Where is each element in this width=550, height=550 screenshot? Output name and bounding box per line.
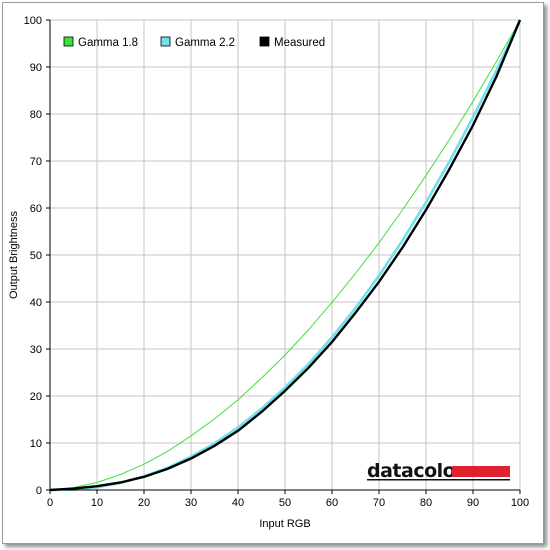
x-tick-label: 90 <box>467 497 479 509</box>
y-tick-label: 70 <box>30 156 42 168</box>
y-tick-label: 0 <box>36 485 42 497</box>
x-tick-label: 30 <box>185 497 197 509</box>
grid <box>50 19 521 490</box>
x-tick-labels: 0 10 20 30 40 50 60 70 80 90 100 <box>47 497 529 509</box>
legend-swatch <box>160 36 171 47</box>
y-tick-label: 80 <box>30 109 42 121</box>
series-line-gamma-1-8 <box>49 19 521 491</box>
y-axis-title: Output Brightness <box>8 210 20 299</box>
logo-text: datacolor <box>367 460 465 482</box>
x-tick-label: 40 <box>232 497 244 509</box>
legend-swatch <box>259 36 270 47</box>
y-tick-label: 50 <box>30 250 42 262</box>
legend-swatch <box>63 36 74 47</box>
x-tick-label: 20 <box>138 497 150 509</box>
y-tick-label: 90 <box>30 62 42 74</box>
x-tick-label: 60 <box>326 497 338 509</box>
legend-item: Gamma 2.2 <box>160 36 235 49</box>
y-tick-label: 20 <box>30 391 42 403</box>
legend-label: Gamma 1.8 <box>78 37 138 49</box>
y-tick-label: 60 <box>30 203 42 215</box>
x-tick-label: 10 <box>91 497 103 509</box>
y-tick-label: 100 <box>24 15 42 27</box>
legend-item: Gamma 1.8 <box>63 36 138 49</box>
logo-underline <box>367 479 510 481</box>
x-tick-label: 80 <box>420 497 432 509</box>
legend-label: Measured <box>274 37 325 49</box>
y-tick-label: 40 <box>30 297 42 309</box>
datacolor-logo: datacolor <box>367 460 510 482</box>
y-tick-labels: 0 10 20 30 40 50 60 70 80 90 100 <box>24 15 42 497</box>
x-tick-label: 100 <box>511 497 529 509</box>
y-tick-label: 10 <box>30 438 42 450</box>
x-tick-label: 70 <box>373 497 385 509</box>
x-tick-label: 0 <box>47 497 53 509</box>
x-tick-label: 50 <box>279 497 291 509</box>
axes <box>46 19 521 494</box>
legend-label: Gamma 2.2 <box>175 37 235 49</box>
series-curves <box>49 19 522 492</box>
legend-item: Measured <box>259 36 325 49</box>
x-axis-title: Input RGB <box>259 518 310 530</box>
logo-bar <box>452 466 510 477</box>
y-tick-label: 30 <box>30 344 42 356</box>
series-line-measured <box>49 19 522 492</box>
legend: Gamma 1.8 Gamma 2.2 Measured <box>63 36 325 49</box>
